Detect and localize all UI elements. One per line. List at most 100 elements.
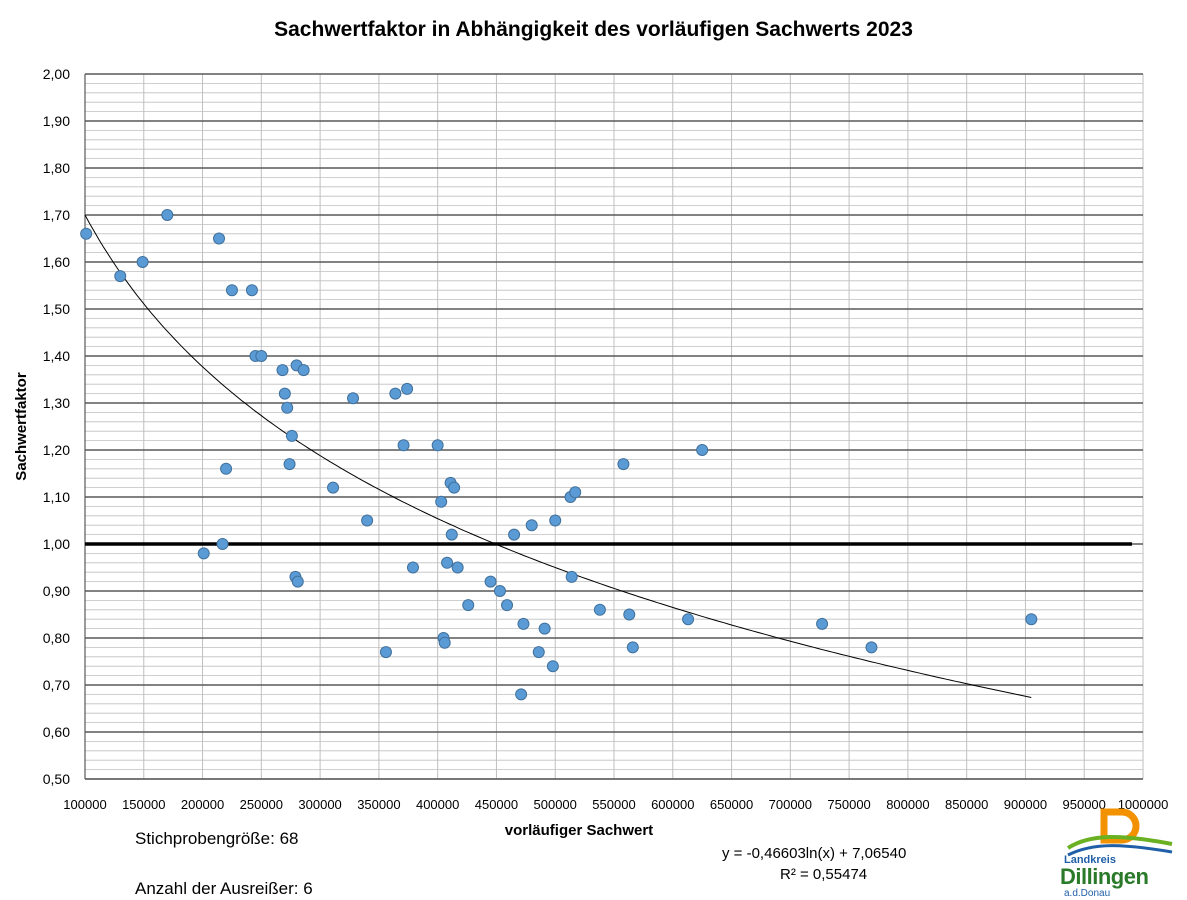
logo-text-donau: a.d.Donau (1064, 888, 1111, 899)
x-tick-label: 600000 (651, 797, 694, 812)
data-point (285, 429, 298, 442)
outlier-count-label: Anzahl der Ausreißer: 6 (135, 879, 313, 898)
data-point (291, 575, 304, 588)
data-point (255, 350, 268, 362)
data-point (445, 528, 458, 541)
logo-blue-wave (1067, 844, 1173, 857)
data-point (225, 284, 238, 297)
data-point (549, 514, 562, 527)
data-point (197, 547, 210, 560)
x-tick-label: 900000 (1004, 797, 1047, 812)
data-point (484, 575, 497, 588)
data-point (283, 458, 296, 471)
data-point (501, 599, 514, 612)
y-tick-label: 0,50 (43, 771, 70, 787)
y-tick-label: 1,70 (43, 207, 70, 223)
x-tick-label: 500000 (534, 797, 577, 812)
data-point (431, 439, 444, 452)
data-point (525, 519, 538, 532)
data-point (682, 613, 695, 626)
data-point (397, 439, 410, 452)
x-tick-label: 700000 (769, 797, 812, 812)
logo-d-shape (1100, 808, 1140, 844)
y-tick-label: 1,60 (43, 254, 70, 270)
data-point (448, 481, 461, 494)
x-tick-label: 450000 (475, 797, 518, 812)
x-tick-label: 350000 (357, 797, 400, 812)
y-tick-label: 0,80 (43, 630, 70, 646)
data-point (347, 392, 360, 405)
x-tick-label: 200000 (181, 797, 224, 812)
x-tick-label: 300000 (298, 797, 341, 812)
logo-green-wave (1066, 834, 1173, 850)
data-point (276, 364, 289, 377)
x-tick-label: 750000 (827, 797, 870, 812)
data-point (617, 458, 630, 471)
data-point (623, 608, 636, 621)
y-tick-label: 0,70 (43, 677, 70, 693)
data-point (517, 617, 530, 630)
y-axis-title: Sachwertfaktor (13, 372, 30, 481)
data-point (493, 585, 506, 597)
y-tick-label: 1,20 (43, 442, 70, 458)
data-point (281, 401, 294, 414)
r-squared-label: R² = 0,55474 (780, 866, 868, 883)
data-point (1025, 613, 1038, 626)
data-point (389, 387, 402, 400)
data-point (435, 495, 448, 508)
data-point (278, 387, 291, 400)
data-point (508, 528, 521, 541)
data-point (327, 481, 340, 494)
data-point (297, 364, 310, 377)
data-point (626, 641, 639, 654)
data-point (451, 561, 464, 574)
data-point (245, 284, 258, 297)
y-tick-label: 1,80 (43, 160, 70, 176)
data-point (569, 486, 582, 499)
data-point (401, 382, 414, 395)
y-tick-label: 0,60 (43, 724, 70, 740)
x-axis-title: vorläufiger Sachwert (505, 822, 653, 839)
x-tick-label: 550000 (592, 797, 635, 812)
y-tick-label: 1,90 (43, 113, 70, 129)
x-tick-label: 150000 (122, 797, 165, 812)
y-tick-label: 1,50 (43, 301, 70, 317)
chart-title: Sachwertfaktor in Abhängigkeit des vorlä… (274, 18, 913, 41)
data-point (114, 270, 127, 283)
x-tick-label: 1000000 (1118, 797, 1169, 812)
data-point (593, 603, 606, 616)
data-point (816, 617, 829, 630)
trendline-equation: y = -0,46603ln(x) + 7,06540 (722, 845, 907, 862)
data-point (565, 570, 578, 583)
x-tick-label: 950000 (1063, 797, 1106, 812)
x-tick-label: 400000 (416, 797, 459, 812)
logo-text-dillingen: Dillingen (1060, 864, 1149, 889)
logo-emblem (1066, 808, 1173, 857)
data-point (161, 209, 174, 221)
data-point (406, 561, 419, 574)
y-tick-label: 0,90 (43, 583, 70, 599)
data-point (538, 622, 551, 635)
y-tick-label: 2,00 (43, 66, 70, 82)
data-point (515, 688, 528, 701)
y-tick-label: 1,40 (43, 348, 70, 364)
data-point (438, 636, 451, 649)
landkreis-logo: Landkreis Dillingen a.d.Donau (1060, 808, 1180, 899)
x-tick-label: 800000 (886, 797, 929, 812)
data-point (696, 444, 709, 456)
data-point (379, 646, 392, 659)
data-point (216, 538, 229, 550)
logo-text-landkreis: Landkreis (1064, 854, 1116, 866)
data-point (532, 646, 545, 659)
y-tick-label: 1,00 (43, 536, 70, 552)
data-point (462, 599, 475, 612)
data-point (80, 227, 93, 240)
x-tick-label: 850000 (945, 797, 988, 812)
sample-size-label: Stichprobengröße: 68 (135, 829, 299, 848)
data-point (441, 556, 454, 569)
y-tick-label: 1,30 (43, 395, 70, 411)
data-point (546, 660, 559, 673)
trendline (84, 214, 1032, 698)
data-point (213, 232, 226, 245)
